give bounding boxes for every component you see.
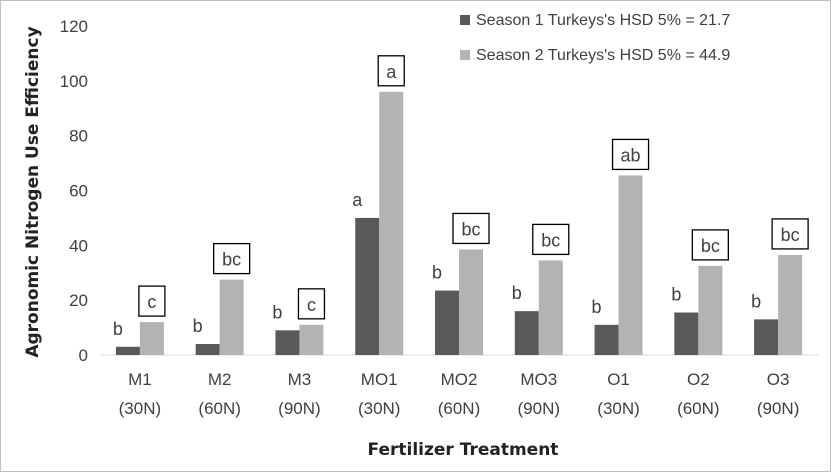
- legend-label-season-1: Season 1 Turkeys's HSD 5% = 21.7: [476, 12, 730, 29]
- x-tick-sublabel: (30N): [119, 399, 162, 418]
- y-tick-label: 60: [69, 182, 88, 201]
- x-tick-sublabel: (30N): [358, 399, 401, 418]
- bar-o3-season-1: [754, 319, 779, 355]
- x-tick-sublabel: (60N): [198, 399, 241, 418]
- x-tick-sublabel: (60N): [677, 399, 720, 418]
- legend-swatch-season-1: [460, 15, 470, 25]
- bar-m2-season-2: [219, 279, 244, 355]
- x-tick-label: M2: [208, 370, 232, 389]
- x-tick-label: O2: [687, 370, 710, 389]
- x-tick-label: MO2: [441, 370, 478, 389]
- bar-mo2-season-1: [435, 290, 459, 355]
- significance-box: [771, 218, 809, 250]
- x-tick-label: M1: [128, 370, 152, 389]
- significance-box: [297, 288, 326, 320]
- bar-o2-season-1: [674, 312, 699, 355]
- bar-o3-season-2: [778, 254, 803, 355]
- x-axis-category-labels: M1 (30N) M2 (60N) M3 (90N) MO1 (30N) MO2 (60N) MO3…: [119, 370, 800, 418]
- y-axis-ticks: 0 20 40 60 80 100 120: [60, 17, 88, 365]
- bar-mo2-season-2: [459, 249, 483, 355]
- x-tick-sublabel: (60N): [438, 399, 481, 418]
- bar-o1-season-2: [618, 175, 643, 355]
- significance-letter: c: [307, 295, 316, 315]
- bars: [115, 91, 803, 356]
- bar-mo3-season-2: [538, 260, 563, 355]
- significance-box: [213, 242, 251, 275]
- x-tick-sublabel: (90N): [518, 399, 561, 418]
- significance-letter: b: [113, 319, 123, 339]
- y-tick-label: 120: [60, 17, 88, 36]
- significance-letter: b: [751, 291, 761, 311]
- legend-swatch-season-2: [460, 50, 470, 60]
- significance-letter: a: [352, 190, 363, 210]
- bar-m1-season-2: [139, 322, 164, 355]
- y-tick-label: 40: [69, 236, 88, 255]
- significance-box: [691, 229, 729, 261]
- legend-label-season-2: Season 2 Turkeys's HSD 5% = 44.9: [476, 47, 730, 64]
- x-tick-sublabel: (90N): [757, 399, 800, 418]
- significance-box: [452, 212, 490, 245]
- legend: Season 1 Turkeys's HSD 5% = 21.7 Season 2…: [460, 12, 730, 64]
- significance-letter: b: [592, 297, 602, 317]
- significance-letter: b: [272, 302, 282, 322]
- y-axis-title: Agronomic Nitrogen Use Efficiency: [23, 26, 43, 357]
- significance-letter: bc: [222, 250, 241, 270]
- significance-letter: ab: [621, 145, 641, 165]
- significance-letter: b: [432, 263, 442, 283]
- bar-mo1-season-2: [379, 91, 404, 356]
- y-tick-label: 0: [79, 346, 88, 365]
- y-tick-label: 100: [60, 72, 88, 91]
- significance-letter: bc: [461, 219, 480, 239]
- x-tick-sublabel: (90N): [278, 399, 321, 418]
- x-tick-label: M3: [288, 370, 312, 389]
- significance-letter: a: [386, 62, 397, 82]
- y-tick-label: 80: [69, 127, 88, 146]
- significance-box: [377, 55, 405, 87]
- bar-mo3-season-1: [514, 311, 539, 355]
- bar-mo1-season-1: [355, 217, 380, 355]
- significance-letter: bc: [781, 225, 800, 245]
- x-tick-label: O3: [767, 370, 790, 389]
- bar-m1-season-1: [115, 346, 140, 355]
- x-axis-title: Fertilizer Treatment: [368, 440, 559, 460]
- x-tick-label: O1: [607, 370, 630, 389]
- bar-o2-season-2: [698, 265, 723, 355]
- significance-letter: bc: [701, 236, 720, 256]
- significance-box: [138, 285, 166, 317]
- bar-o1-season-1: [594, 324, 619, 355]
- significance-letter: c: [147, 292, 156, 312]
- significance-letter: b: [671, 285, 681, 305]
- significance-box: [611, 138, 650, 171]
- x-tick-label: MO3: [520, 370, 557, 389]
- bar-m2-season-1: [195, 344, 220, 355]
- y-tick-label: 20: [69, 291, 88, 310]
- significance-box: [532, 223, 570, 256]
- x-tick-sublabel: (30N): [597, 399, 640, 418]
- significance-letter: bc: [541, 230, 560, 250]
- bar-m3-season-1: [275, 330, 300, 355]
- significance-letter: b: [512, 283, 522, 303]
- bar-m3-season-2: [299, 324, 324, 355]
- significance-letter: b: [193, 316, 203, 336]
- x-tick-label: MO1: [361, 370, 398, 389]
